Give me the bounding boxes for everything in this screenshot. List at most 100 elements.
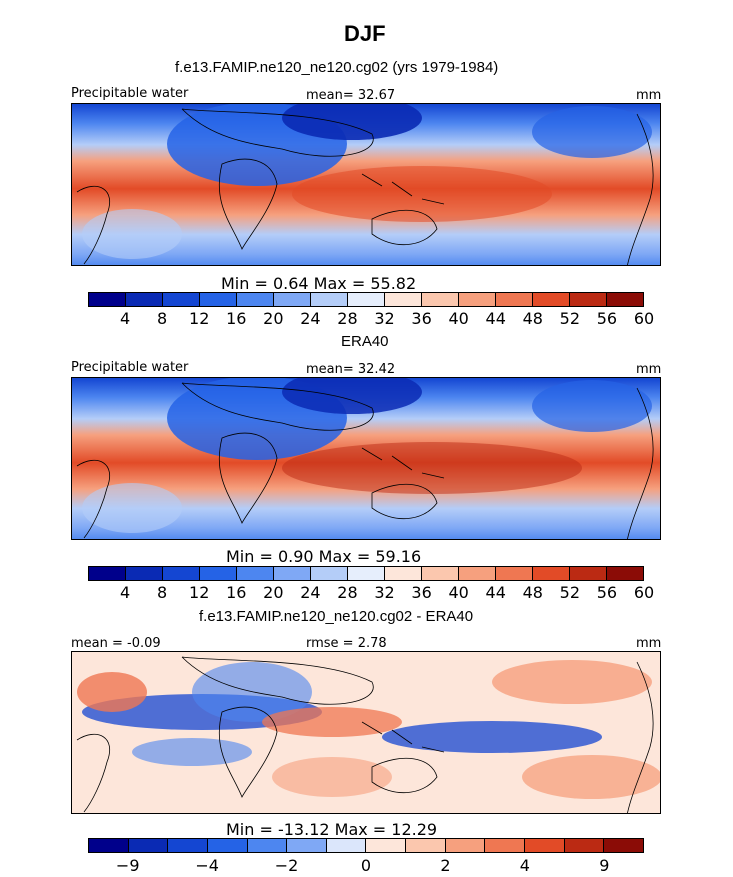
colorbar-swatch bbox=[459, 293, 496, 306]
colorbar-tick-label: 9 bbox=[599, 856, 610, 875]
panel3-units: mm bbox=[636, 636, 662, 651]
panel2-field-label: Precipitable water bbox=[71, 360, 189, 375]
colorbar-tick-label: 44 bbox=[485, 309, 506, 328]
panel1-mean: mean= 32.67 bbox=[306, 88, 396, 103]
colorbar-tick-label: 32 bbox=[374, 309, 395, 328]
colorbar-swatch bbox=[207, 839, 248, 852]
colorbar-tick-label: 40 bbox=[448, 309, 469, 328]
panel3-rmse: rmse = 2.78 bbox=[306, 636, 387, 651]
colorbar-tick-label: 52 bbox=[559, 583, 581, 602]
colorbar-swatch bbox=[385, 567, 422, 580]
colorbar-swatch bbox=[168, 839, 208, 852]
colorbar-swatch bbox=[128, 839, 169, 852]
panel1-colorbar bbox=[88, 292, 644, 307]
colorbar-swatch bbox=[570, 293, 607, 306]
colorbar-tick-label: 48 bbox=[522, 309, 543, 328]
colorbar-swatch bbox=[525, 839, 565, 852]
colorbar-tick-label: 48 bbox=[522, 583, 543, 602]
colorbar-swatch bbox=[89, 293, 126, 306]
colorbar-tick-label: 44 bbox=[485, 583, 506, 602]
colorbar-tick-label: 36 bbox=[411, 583, 432, 602]
colorbar-swatch bbox=[485, 839, 526, 852]
colorbar-swatch bbox=[89, 567, 126, 580]
colorbar-tick-label: −4 bbox=[195, 856, 219, 875]
panel2-colorbar-ticks: 4 8 12 16 20 24 28 32 36 40 44 48 52 56 60 bbox=[88, 583, 654, 602]
panel2-title: ERA40 bbox=[341, 333, 389, 350]
colorbar-swatch bbox=[200, 293, 237, 306]
panel3-colorbar bbox=[88, 838, 644, 853]
colorbar-swatch bbox=[459, 567, 496, 580]
colorbar-swatch bbox=[237, 567, 274, 580]
colorbar-tick-label: 32 bbox=[374, 583, 395, 602]
colorbar-swatch bbox=[274, 293, 311, 306]
colorbar-tick-label: 24 bbox=[300, 583, 321, 602]
colorbar-tick-label: 28 bbox=[337, 583, 358, 602]
colorbar-tick-label: 4 bbox=[119, 309, 131, 328]
colorbar-swatch bbox=[366, 839, 407, 852]
colorbar-swatch bbox=[237, 293, 274, 306]
panel2-map bbox=[71, 377, 661, 540]
colorbar-swatch bbox=[126, 567, 163, 580]
panel3-map bbox=[71, 651, 661, 814]
colorbar-swatch bbox=[326, 839, 367, 852]
panel3-colorbar-ticks: −9 −4 −2 0 2 4 9 bbox=[88, 856, 644, 875]
colorbar-swatch bbox=[406, 839, 446, 852]
colorbar-swatch bbox=[533, 293, 570, 306]
figure-title: DJF bbox=[344, 21, 386, 46]
colorbar-swatch bbox=[274, 567, 311, 580]
colorbar-swatch bbox=[564, 839, 605, 852]
colorbar-tick-label: 36 bbox=[411, 309, 432, 328]
colorbar-tick-label: 56 bbox=[596, 583, 618, 602]
colorbar-swatch bbox=[607, 293, 643, 306]
panel3-title: f.e13.FAMIP.ne120_ne120.cg02 - ERA40 bbox=[199, 608, 474, 625]
colorbar-swatch bbox=[604, 839, 643, 852]
colorbar-tick-label: −2 bbox=[274, 856, 299, 875]
colorbar-swatch bbox=[311, 567, 348, 580]
colorbar-tick-label: 20 bbox=[263, 309, 284, 328]
panel1-map bbox=[71, 103, 661, 266]
colorbar-swatch bbox=[287, 839, 327, 852]
panel3-minmax: Min = -13.12 Max = 12.29 bbox=[226, 820, 438, 839]
colorbar-swatch bbox=[422, 293, 459, 306]
panel1-field-label: Precipitable water bbox=[71, 86, 189, 101]
colorbar-swatch bbox=[607, 567, 643, 580]
colorbar-swatch bbox=[385, 293, 422, 306]
colorbar-swatch bbox=[348, 567, 385, 580]
colorbar-tick-label: 28 bbox=[337, 309, 358, 328]
colorbar-swatch bbox=[496, 293, 533, 306]
colorbar-tick-label: 16 bbox=[226, 309, 247, 328]
colorbar-tick-label: 8 bbox=[157, 583, 168, 602]
panel3-mean: mean = -0.09 bbox=[71, 636, 161, 651]
colorbar-swatch bbox=[445, 839, 486, 852]
panel1-colorbar-ticks: 4 8 12 16 20 24 28 32 36 40 44 48 52 56 60 bbox=[88, 309, 654, 328]
panel1-units: mm bbox=[636, 88, 662, 103]
colorbar-tick-label: 60 bbox=[633, 309, 655, 328]
colorbar-tick-label: 0 bbox=[360, 856, 372, 875]
colorbar-swatch bbox=[348, 293, 385, 306]
panel2-mean: mean= 32.42 bbox=[306, 362, 396, 377]
colorbar-swatch bbox=[496, 567, 533, 580]
colorbar-tick-label: 8 bbox=[157, 309, 168, 328]
colorbar-tick-label: 60 bbox=[633, 583, 655, 602]
colorbar-swatch bbox=[89, 839, 129, 852]
panel2-colorbar bbox=[88, 566, 644, 581]
panel1-minmax: Min = 0.64 Max = 55.82 bbox=[221, 274, 417, 293]
colorbar-tick-label: 40 bbox=[448, 583, 469, 602]
colorbar-swatch bbox=[200, 567, 237, 580]
colorbar-tick-label: 4 bbox=[119, 583, 131, 602]
colorbar-swatch bbox=[126, 293, 163, 306]
colorbar-tick-label: −9 bbox=[115, 856, 140, 875]
colorbar-tick-label: 12 bbox=[189, 583, 210, 602]
colorbar-tick-label: 4 bbox=[519, 856, 530, 875]
colorbar-swatch bbox=[570, 567, 607, 580]
colorbar-tick-label: 2 bbox=[440, 856, 451, 875]
colorbar-swatch bbox=[163, 567, 200, 580]
colorbar-tick-label: 16 bbox=[226, 583, 247, 602]
colorbar-swatch bbox=[533, 567, 570, 580]
panel2-units: mm bbox=[636, 362, 662, 377]
panel1-title: f.e13.FAMIP.ne120_ne120.cg02 (yrs 1979-1… bbox=[175, 59, 499, 76]
colorbar-tick-label: 56 bbox=[596, 309, 618, 328]
colorbar-swatch bbox=[311, 293, 348, 306]
colorbar-swatch bbox=[163, 293, 200, 306]
colorbar-tick-label: 12 bbox=[189, 309, 210, 328]
